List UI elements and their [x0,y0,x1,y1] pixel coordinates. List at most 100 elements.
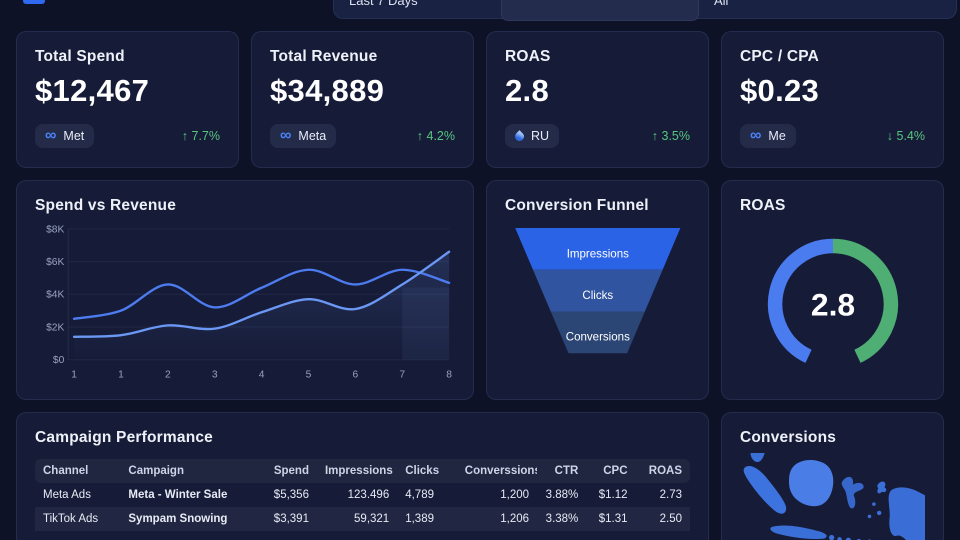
column-header: Impressions [316,459,398,483]
gauge-arc-green [832,238,898,363]
column-header: Spend [252,459,317,483]
x-axis-tick: 7 [399,369,405,380]
droplet-icon [513,129,526,143]
meta-icon: ∞ [45,127,57,144]
date-range-filter[interactable]: Last 7 Days [349,0,418,8]
indonesia-map [743,453,925,540]
kpi-value: 2.8 [505,73,549,108]
kpi-value: $0.23 [740,73,820,108]
campaign-table: Channel Campaign Spend Impressions Clicks Con… [35,459,690,531]
funnel-stage-label: Conversions [565,332,629,344]
column-header: CPC [586,459,636,483]
chart-title: Conversion Funnel [505,197,649,214]
x-axis-tick: 8 [446,369,452,380]
map-island [876,510,882,516]
kpi-title: Total Spend [35,48,125,65]
platform-badge-label: Me [768,129,786,143]
campaign-performance-card: Campaign Performance Channel Campaign Spen… [16,412,709,540]
table-cell: 2.50 [659,513,682,525]
roas-gauge: 2.8 [767,238,898,363]
table-cell: TikTok Ads [43,513,99,525]
column-header: Campaign [120,459,253,483]
y-axis-tick: $4K [46,290,64,301]
kpi-card-roas: ROAS 2.8 RU ↑ 3.5% [486,31,709,168]
table-cell: $1.31 [598,513,628,525]
map-island-halmahera [877,481,887,494]
app-logo [23,0,45,4]
table-cell: 3.38% [545,513,579,525]
platform-badge-label: RU [531,129,550,143]
y-axis-tick: $2K [46,322,64,333]
delta-down-indicator: ↓ 5.4% [886,129,925,143]
kpi-title: ROAS [505,48,551,65]
x-axis-tick: 2 [165,369,171,380]
kpi-card-cpc-cpa: CPC / CPA $0.23 ∞ Me ↓ 5.4% [721,31,944,168]
platform-badge: ∞ Me [740,124,796,148]
table-cell: $5,356 [273,489,309,501]
chart-title: Spend vs Revenue [35,197,177,214]
table-cell: 59,321 [354,513,390,525]
funnel-stage-label: Impressions [566,248,628,260]
map-island [845,537,851,540]
delta-up-indicator: ↑ 4.2% [416,129,455,143]
table-cell: $3,391 [273,513,309,525]
kpi-value: $34,889 [270,73,385,108]
kpi-title: CPC / CPA [740,48,820,65]
dashboard-grid: Total Spend $12,467 ∞ Met ↑ 7.7% Total R… [16,31,944,540]
map-title: Conversions [740,429,837,446]
table-header-row: Channel Campaign Spend Impressions Clicks Con… [35,459,690,483]
map-island-borneo [789,459,834,507]
map-island [867,514,872,519]
kpi-value: $12,467 [35,73,150,108]
column-header: CTR [537,459,587,483]
table-cell: 2.73 [659,489,682,501]
x-axis-tick: 5 [306,369,312,380]
table-body: Meta Ads Meta - Winter Sale $5,356 123.496 4… [35,483,690,531]
kpi-card-total-revenue: Total Revenue $34,889 ∞ Meta ↑ 4.2% [251,31,474,168]
x-axis-tick: 6 [353,369,359,380]
funnel-chart: Impressions Clicks Conversions [514,228,681,354]
map-island-sulawesi [841,476,864,509]
y-axis-tick: $0 [53,355,65,366]
top-bar: Last 7 Days All [333,0,957,21]
spend-vs-revenue-chart: $0 $2K $4K $6K $8K 1 1 2 3 4 5 6 7 8 [46,224,452,380]
kpi-card-total-spend: Total Spend $12,467 ∞ Met ↑ 7.7% [16,31,239,168]
map-island-bali [828,534,835,540]
platform-badge: RU [505,124,560,148]
table-cell: 1,206 [500,513,530,525]
gauge-value: 2.8 [810,286,854,322]
meta-icon: ∞ [750,127,762,144]
funnel-segment-conversions [550,311,645,354]
y-axis-tick: $8K [46,224,64,235]
funnel-stage-label: Clicks [582,290,613,302]
funnel-segment-impressions [514,228,681,270]
table-cell: $1.12 [598,489,628,501]
y-axis-tick: $6K [46,257,64,268]
platform-badge: ∞ Met [35,124,95,148]
x-axis-tick: 1 [71,369,77,380]
table-title: Campaign Performance [35,429,213,446]
map-island-papua [888,487,925,540]
table-row: Meta Ads Meta - Winter Sale $5,356 123.496 4… [35,483,690,507]
line-series-revenue [72,268,451,321]
search-input[interactable] [501,0,699,21]
kpi-title: Total Revenue [270,48,378,65]
spend-vs-revenue-card: Spend vs Revenue $0 $2K $4K $6K $8K 1 1 2 3 4 5 6 7 8 [16,180,474,400]
scope-filter[interactable]: All [714,0,729,8]
table-cell: Meta Ads [43,489,91,501]
conversion-funnel-card: Conversion Funnel Impressions Clicks Con… [486,180,709,400]
conversions-map-card: Conversions [721,412,944,540]
table-cell: Sympam Snowing [128,513,228,525]
x-axis-tick: 3 [212,369,218,380]
table-cell: Meta - Winter Sale [128,489,228,501]
x-axis-tick: 1 [118,369,124,380]
map-island-peninsula [750,453,765,463]
gauge-arc-blue [767,238,833,363]
map-island-sumatra [743,465,787,514]
platform-badge-label: Meta [298,129,327,143]
table-cell: 1,389 [405,513,434,525]
map-island [837,537,842,540]
chart-title: ROAS [740,197,786,214]
delta-up-indicator: ↑ 7.7% [181,129,220,143]
